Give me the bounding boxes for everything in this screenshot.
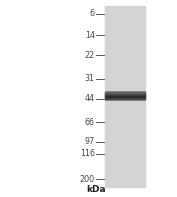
Text: 44: 44 xyxy=(85,94,95,103)
Text: 14: 14 xyxy=(85,31,95,40)
Text: 22: 22 xyxy=(84,51,95,60)
Text: kDa: kDa xyxy=(87,185,106,194)
Bar xyxy=(105,94,145,95)
Text: 31: 31 xyxy=(85,74,95,83)
Bar xyxy=(105,92,145,93)
Text: 97: 97 xyxy=(84,137,95,146)
Bar xyxy=(105,93,145,94)
Bar xyxy=(105,6,145,187)
Bar xyxy=(105,95,145,96)
Text: 200: 200 xyxy=(80,175,95,184)
Text: 66: 66 xyxy=(85,118,95,127)
Bar xyxy=(105,97,145,98)
Bar xyxy=(105,98,145,99)
Bar xyxy=(105,96,145,97)
Text: 6: 6 xyxy=(90,9,95,18)
Text: 116: 116 xyxy=(80,149,95,158)
